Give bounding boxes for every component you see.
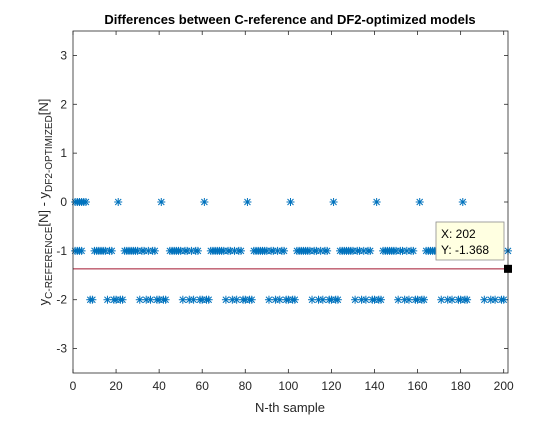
data-point-marker xyxy=(107,246,116,255)
data-point-marker xyxy=(415,198,424,206)
data-point-marker xyxy=(499,295,508,304)
plot-frame xyxy=(72,30,509,374)
data-point-marker xyxy=(409,246,418,255)
data-point-marker xyxy=(236,246,245,255)
data-point-marker xyxy=(308,295,317,304)
data-point-marker xyxy=(290,295,299,304)
data-point-marker xyxy=(280,246,289,255)
data-point-marker xyxy=(394,295,403,304)
data-point-marker xyxy=(88,295,97,304)
data-point-marker xyxy=(480,295,489,304)
data-point-marker xyxy=(458,198,467,206)
data-point-marker xyxy=(247,295,256,304)
data-point-marker xyxy=(150,246,159,255)
data-point-marker xyxy=(77,246,86,255)
datatip-x-label: X: 202 xyxy=(441,227,476,241)
y-label-part: y xyxy=(36,298,51,305)
y-tick-label: -1 xyxy=(56,244,67,258)
x-tick-label: 200 xyxy=(494,379,514,393)
data-point-marker xyxy=(366,246,375,255)
data-point-marker xyxy=(318,295,327,304)
data-point-marker xyxy=(376,295,385,304)
data-point-marker xyxy=(178,295,187,304)
x-tick-label: 80 xyxy=(239,379,253,393)
data-point-marker xyxy=(286,198,295,206)
chart-title: Differences between C-reference and DF2-… xyxy=(104,12,475,27)
data-point-marker xyxy=(118,295,127,304)
y-tick-label: -2 xyxy=(56,293,67,307)
datatip-box xyxy=(435,221,505,261)
data-point-marker xyxy=(333,295,342,304)
data-markers xyxy=(71,198,512,304)
data-point-marker xyxy=(161,295,170,304)
y-axis-label: yC-REFERENCE[N] - yDF2-OPTIMIZED[N] xyxy=(36,99,55,306)
x-tick-label: 100 xyxy=(278,379,298,393)
y-axis-ticks: -3 -2 -1 0 1 2 3 xyxy=(56,48,508,356)
data-point-marker xyxy=(243,198,252,206)
x-tick-label: 120 xyxy=(321,379,341,393)
data-point-marker xyxy=(193,246,202,255)
data-point-marker xyxy=(200,198,209,206)
y-tick-label: 1 xyxy=(60,146,67,160)
data-point-marker xyxy=(323,246,332,255)
y-label-subscript: DF2-OPTIMIZED xyxy=(44,115,55,192)
y-label-part: [N] xyxy=(36,99,51,116)
x-axis-ticks: 0 20 40 60 80 100 120 140 160 180 200 xyxy=(70,31,514,393)
data-point-marker xyxy=(114,198,123,206)
x-tick-label: 60 xyxy=(196,379,210,393)
x-tick-label: 160 xyxy=(408,379,428,393)
data-point-marker xyxy=(463,295,472,304)
data-point-marker xyxy=(81,198,90,206)
x-tick-label: 20 xyxy=(109,379,123,393)
y-tick-label: 0 xyxy=(60,195,67,209)
x-tick-label: 40 xyxy=(152,379,166,393)
datatip-y-label: Y: -1.368 xyxy=(441,243,489,257)
y-label-subscript: C-REFERENCE xyxy=(44,226,55,299)
y-tick-label: -3 xyxy=(56,342,67,356)
data-point-marker xyxy=(372,198,381,206)
x-axis-label: N-th sample xyxy=(255,400,325,415)
data-point-marker xyxy=(329,198,338,206)
datatip-marker[interactable] xyxy=(504,264,512,273)
data-point-marker xyxy=(420,295,429,304)
x-tick-label: 140 xyxy=(364,379,384,393)
y-tick-label: 3 xyxy=(60,48,67,62)
data-point-marker xyxy=(157,198,166,206)
data-point-marker xyxy=(204,295,213,304)
x-tick-label: 180 xyxy=(451,379,471,393)
y-tick-label: 2 xyxy=(60,97,67,111)
y-label-part: [N] - y xyxy=(36,191,51,226)
x-tick-label: 0 xyxy=(70,379,77,393)
datatip[interactable]: X: 202 Y: -1.368 xyxy=(435,221,512,273)
